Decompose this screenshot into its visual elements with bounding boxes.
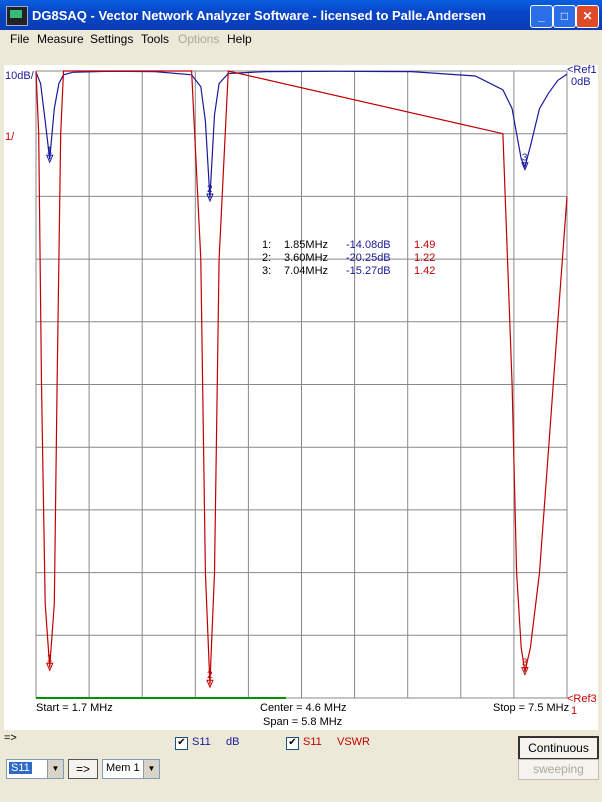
trace2-name: S11 [303,736,322,748]
marker-freq: 3.60MHz [284,251,329,264]
trace1-checkbox[interactable]: ✔ [175,737,188,750]
marker-num: 2: [262,251,272,264]
marker-db: -20.25dB [346,251,391,264]
vswr-scale-label: 1/ [5,131,15,143]
marker-triangle [206,679,214,689]
marker-triangle [521,667,529,676]
chevron-down-icon[interactable]: ▼ [47,760,63,778]
menu-file[interactable]: File [10,32,30,46]
continuous-button[interactable]: Continuous [518,736,599,760]
trace1-unit: dB [226,736,240,748]
vna-plot-area[interactable]: 1 1 2 2 3 3 10dB/ 1/ <Ref1 0dB <Ref3 1 1: 1.8… [4,64,598,730]
trace1-name: S11 [192,736,211,748]
marker-vswr: 1.49 [414,238,436,251]
marker-triangle [45,154,54,164]
window-title: DG8SAQ - Vector Network Analyzer Softwar… [32,8,486,23]
apply-arrow-button[interactable]: => [68,759,98,779]
control-panel: => ✔ S11 dB ✔ S11 VSWR S11 ▼ => Mem 1 ▼ … [0,730,602,802]
memory-select-value: Mem 1 [106,762,140,774]
marker-readout: 1: 1.85MHz -14.08dB 1.49 2: 3.60MHz -20.… [262,238,435,277]
chart-svg[interactable]: 1 1 2 2 3 3 [4,65,598,730]
trace2-unit: VSWR [337,736,370,748]
stop-freq-label: Stop = 7.5 MHz [493,702,570,714]
marker-num: 3: [262,264,272,277]
sweeping-button: sweeping [518,759,599,780]
db-scale-label: 10dB/ [5,70,34,82]
menu-tools[interactable]: Tools [141,32,170,46]
param-select[interactable]: S11 ▼ [6,759,64,779]
span-label: Span = 5.8 MHz [263,716,343,728]
close-button[interactable]: ✕ [576,5,599,28]
marker-number: 2 [207,184,213,195]
ref1-value: 0dB [571,76,591,88]
marker-triangle [521,162,529,172]
ref3-label: <Ref3 [567,693,597,705]
marker-triangle [45,662,54,672]
marker-number: 3 [522,153,528,164]
arrow-label: => [4,732,17,744]
marker-number: 3 [522,658,528,669]
marker-row: 3: 7.04MHz -15.27dB 1.42 [262,264,435,277]
trace-line-db [35,70,568,199]
marker-number: 1 [47,145,53,156]
ref1-label: <Ref1 [567,64,597,76]
param-select-value: S11 [9,762,32,774]
marker-row: 1: 1.85MHz -14.08dB 1.49 [262,238,435,251]
title-bar: DG8SAQ - Vector Network Analyzer Softwar… [0,0,602,30]
marker-num: 1: [262,238,272,251]
marker-vswr: 1.22 [414,251,436,264]
memory-select[interactable]: Mem 1 ▼ [102,759,160,779]
minimize-button[interactable]: _ [530,5,553,28]
marker-db: -14.08dB [346,238,391,251]
marker-triangle [206,193,214,203]
menu-measure[interactable]: Measure [37,32,84,46]
menu-bar: File Measure Settings Tools Options Help [0,30,602,48]
center-freq-label: Center = 4.6 MHz [260,702,347,714]
app-icon[interactable] [6,6,28,26]
start-freq-label: Start = 1.7 MHz [36,702,113,714]
marker-row: 2: 3.60MHz -20.25dB 1.22 [262,251,435,264]
marker-db: -15.27dB [346,264,391,277]
menu-help[interactable]: Help [227,32,252,46]
marker-freq: 1.85MHz [284,238,329,251]
menu-options: Options [178,32,220,46]
menu-settings[interactable]: Settings [90,32,134,46]
marker-vswr: 1.42 [414,264,436,277]
trace-line-vswr [35,70,568,685]
marker-freq: 7.04MHz [284,264,329,277]
marker-number: 1 [47,653,53,664]
ref3-value: 1 [571,705,578,717]
trace2-checkbox[interactable]: ✔ [286,737,299,750]
maximize-button[interactable]: □ [553,5,576,28]
chevron-down-icon[interactable]: ▼ [143,760,159,778]
marker-number: 2 [207,670,213,681]
